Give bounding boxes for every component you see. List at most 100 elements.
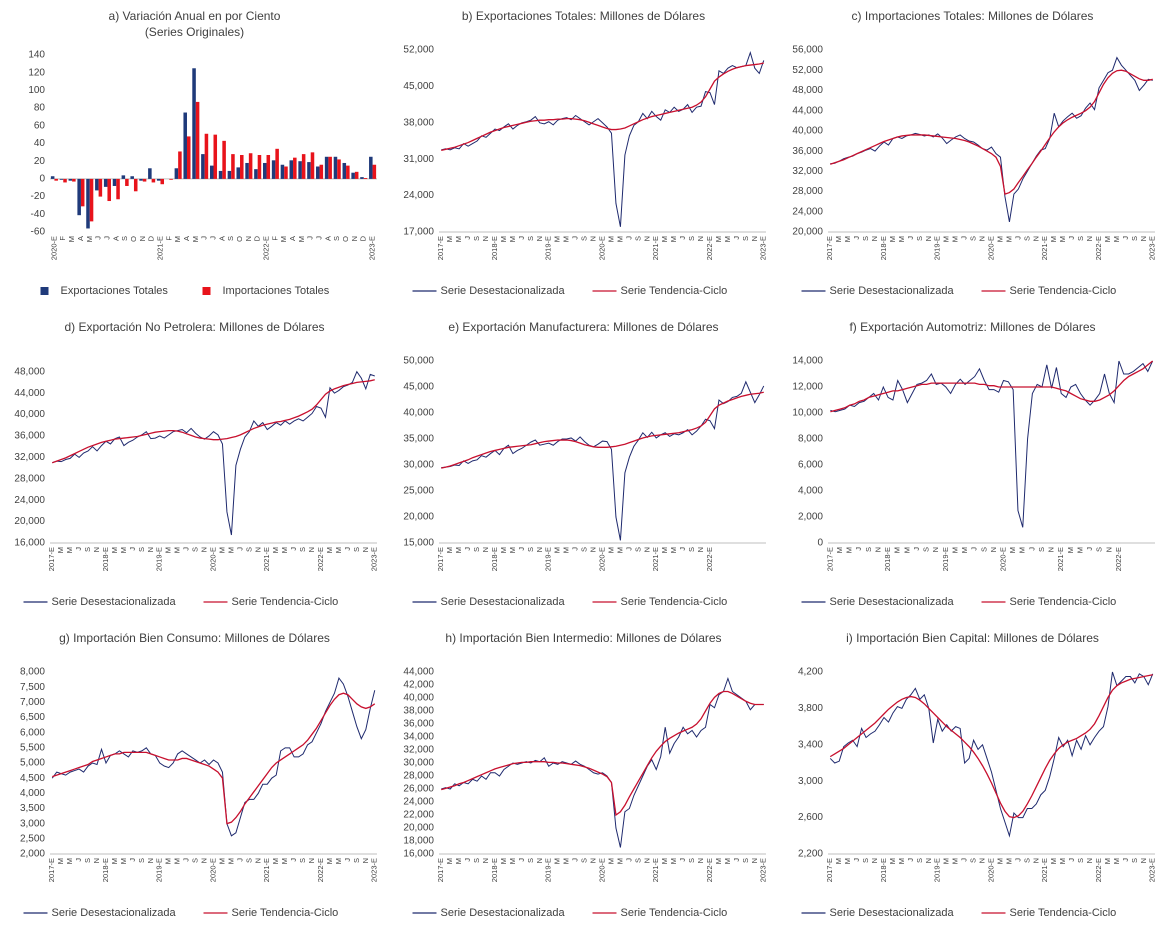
x-tick-label: D [359,235,368,241]
x-tick-label: N [361,858,370,863]
bar [319,164,324,179]
y-tick-label: 17,000 [403,227,434,238]
bar [201,154,205,179]
x-tick-label: A [76,236,85,241]
y-tick-label: 26,000 [403,784,434,795]
bar [293,157,297,179]
x-tick-label: 2020-E [597,236,606,260]
y-tick-label: 30,000 [403,758,434,769]
x-tick-label: O [341,236,350,242]
x-tick-label: J [1121,858,1130,862]
x-tick-label: 2022-E [705,858,714,882]
x-tick-label: M [553,858,562,864]
x-tick-label: 2017-E [436,858,445,882]
y-tick-label: 6,000 [798,460,823,471]
x-tick-label: M [553,236,562,242]
y-tick-label: 3,000 [20,818,45,829]
line-series [441,690,764,817]
bar [218,170,223,179]
x-tick-label: 2018-E [101,858,110,882]
line-series [52,370,375,536]
x-tick-label: J [128,858,137,862]
y-tick-label: 40,000 [403,693,434,704]
x-tick-label: S [298,547,307,552]
x-tick-label: S [861,236,870,241]
x-tick-label: M [454,547,463,553]
x-tick-label: M [85,236,94,242]
x-tick-label: J [182,858,191,862]
bar [328,156,332,179]
y-tick-label: -20 [31,191,46,202]
x-tick-label: S [915,236,924,241]
x-tick-label: M [454,858,463,864]
y-tick-label: 34,000 [403,732,434,743]
x-tick-label: J [1121,236,1130,240]
y-tick-label: 4,500 [20,773,45,784]
x-tick-label: M [445,236,454,242]
x-tick-label: M [56,547,65,553]
x-tick-label: M [843,858,852,864]
x-tick-label: N [642,236,651,241]
x-tick-label: J [678,236,687,240]
x-tick-label: M [271,858,280,864]
x-tick-label: M [714,236,723,242]
x-tick-label: J [624,547,633,551]
x-tick-label: 2020-E [208,547,217,571]
x-tick-label: M [834,236,843,242]
legend-label: Importaciones Totales [223,285,330,297]
x-tick-label: M [119,547,128,553]
bar [360,177,364,179]
x-tick-label: F [164,236,173,241]
bar [240,155,244,179]
x-tick-label: M [499,858,508,864]
x-tick-label: D [147,235,156,241]
y-tick-label: 8,000 [798,434,823,445]
x-tick-label: 2020-E [986,236,995,260]
bar [275,148,279,179]
x-tick-label: S [526,236,535,241]
bar [107,178,111,202]
chart-subtitle: (Series Originales) [145,25,244,39]
x-tick-label: 2017-E [47,547,56,571]
y-tick-label: 40,000 [792,126,823,137]
legend-label: Serie Desestacionalizada [52,596,177,608]
x-tick-label: M [615,858,624,864]
x-tick-label: M [1049,858,1058,864]
y-tick-label: -60 [31,227,46,238]
x-tick-label: M [562,858,571,864]
x-tick-label: M [660,858,669,864]
chart-title: a) Variación Anual en por Ciento [109,9,281,23]
x-tick-label: N [535,236,544,241]
y-tick-label: 44,000 [14,388,45,399]
x-tick-label: M [325,858,334,864]
bar [192,68,196,179]
x-tick-label: O [235,236,244,242]
x-tick-label: N [535,858,544,863]
bar [95,178,99,191]
x-tick-label: M [845,547,854,553]
bar [271,160,276,179]
x-tick-label: J [732,236,741,240]
bar [112,178,117,186]
line-series [830,360,1154,528]
y-tick-label: 80 [34,103,46,114]
legend-swatch [202,287,211,295]
x-tick-label: M [660,236,669,242]
x-tick-label: N [873,547,882,552]
x-tick-label: M [334,547,343,553]
bar [231,154,235,179]
chart: c) Importaciones Totales: Millones de Dó… [792,9,1156,297]
x-tick-label: S [83,547,92,552]
x-tick-label: N [307,547,316,552]
y-tick-label: 48,000 [14,366,45,377]
chart-title: d) Exportación No Petrolera: Millones de… [64,320,324,334]
x-tick-label: M [173,858,182,864]
x-tick-label: S [472,858,481,863]
x-tick-label: S [1022,236,1031,241]
x-tick-label: N [931,547,940,552]
y-tick-label: 45,000 [403,382,434,393]
bar [298,161,302,179]
y-tick-label: 38,000 [403,117,434,128]
x-tick-label: F [58,236,67,241]
y-tick-label: 16,000 [14,538,45,549]
